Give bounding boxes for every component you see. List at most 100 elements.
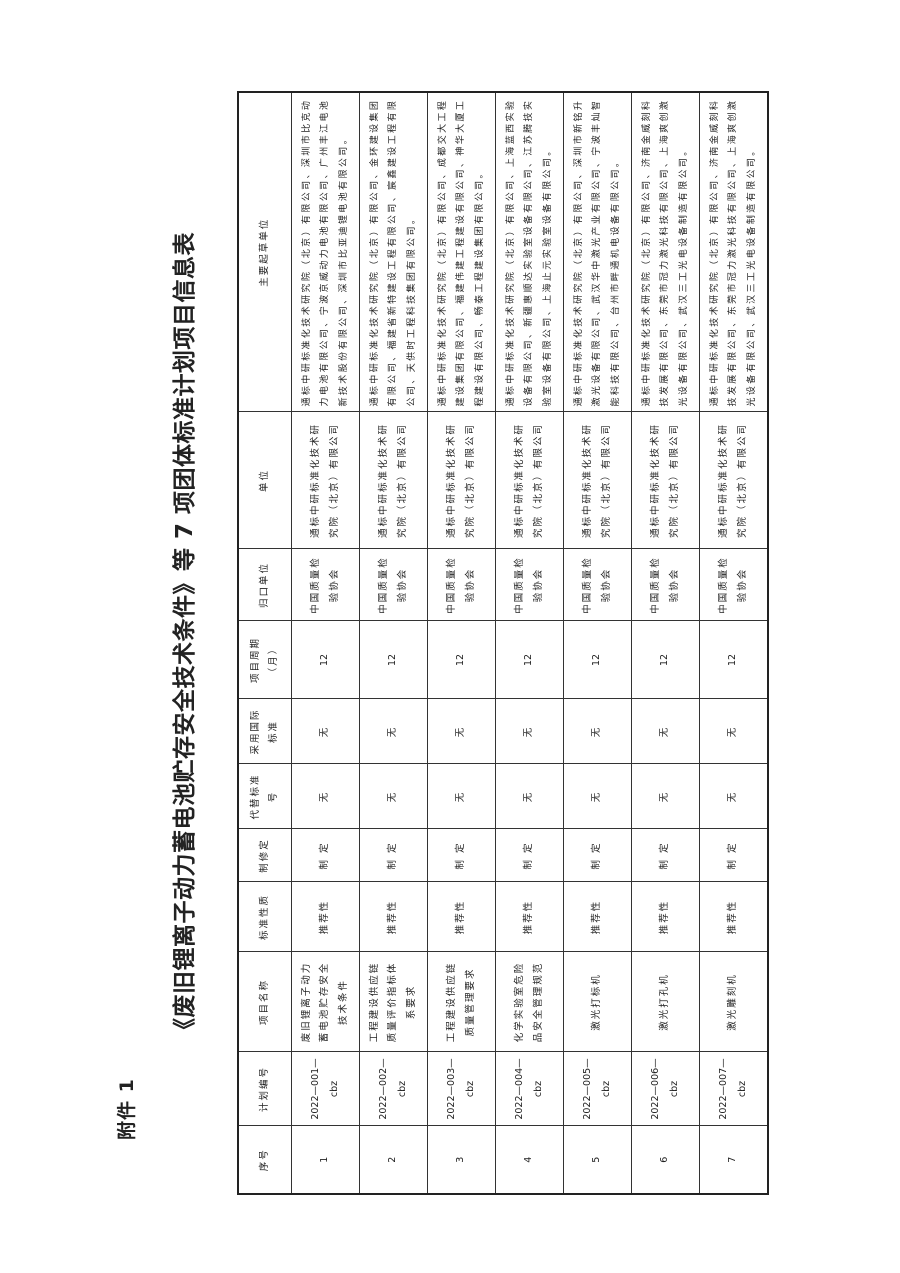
replaced-standard-cell: 无: [563, 764, 632, 829]
replaced-standard-cell: 无: [359, 764, 428, 829]
international-standard-cell: 无: [563, 699, 632, 764]
table-header-row: 序号 计划编号 项目名称 标准性质 制修定 代替标准号 采用国际标准 项目周期（月） 归口单位单…: [238, 92, 292, 1194]
unit-cell: 通标中研标准化技术研究院（北京）有限公司: [699, 412, 768, 549]
plan-code-cell: 2022—004—cbz: [495, 1052, 564, 1126]
column-header: 计划编号: [238, 1052, 292, 1126]
row-number-cell: 1: [291, 1126, 360, 1194]
row-number-cell: 2: [359, 1126, 428, 1194]
plan-code-cell: 2022—001—cbz: [291, 1052, 360, 1126]
plan-code-cell: 2022—002—cbz: [359, 1052, 428, 1126]
standard-nature-cell: 推荐性: [495, 882, 564, 952]
international-standard-cell: 无: [495, 699, 564, 764]
responsible-authority-cell: 中国质量检验协会: [427, 549, 496, 621]
international-standard-cell: 无: [631, 699, 700, 764]
main-drafters-cell: 通标中研标准化技术研究院（北京）有限公司、深圳市新铭升激光设备有限公司、武汉华中…: [563, 92, 632, 412]
project-name-cell: 化学实验室危险品安全管理规范: [495, 952, 564, 1052]
replaced-standard-cell: 无: [699, 764, 768, 829]
main-drafters-cell: 通标中研标准化技术研究院（北京）有限公司、成都交大工程建设集团有限公司、福建伟建…: [427, 92, 496, 412]
column-header: 归口单位: [238, 549, 292, 621]
unit-cell: 通标中研标准化技术研究院（北京）有限公司: [359, 412, 428, 549]
main-drafters-cell: 通标中研标准化技术研究院（北京）有限公司、济南金威刻科技发展有限公司、东莞市冠力…: [631, 92, 700, 412]
international-standard-cell: 无: [699, 699, 768, 764]
column-header: 项目周期（月）: [238, 621, 292, 699]
main-drafters-cell: 通标中研标准化技术研究院（北京）有限公司、上海蓝西实验设备有限公司、新疆惠顺达实…: [495, 92, 564, 412]
unit-cell: 通标中研标准化技术研究院（北京）有限公司: [631, 412, 700, 549]
responsible-authority-cell: 中国质量检验协会: [699, 549, 768, 621]
unit-cell: 通标中研标准化技术研究院（北京）有限公司: [427, 412, 496, 549]
plan-code-cell: 2022—005—cbz: [563, 1052, 632, 1126]
main-drafters-cell: 通标中研标准化技术研究院（北京）有限公司、深圳市比克动力电池有限公司、宁波京威动…: [291, 92, 360, 412]
standard-nature-cell: 推荐性: [699, 882, 768, 952]
row-number-cell: 4: [495, 1126, 564, 1194]
row-number-cell: 3: [427, 1126, 496, 1194]
plan-code-cell: 2022—003—cbz: [427, 1052, 496, 1126]
international-standard-cell: 无: [427, 699, 496, 764]
unit-cell: 通标中研标准化技术研究院（北京）有限公司: [495, 412, 564, 549]
standard-nature-cell: 推荐性: [359, 882, 428, 952]
table-row: 6 2022—006—cbz 激光打孔机 推荐性制 定无无 12 中国质量检验协会 通标中研…: [631, 92, 700, 1194]
replaced-standard-cell: 无: [631, 764, 700, 829]
revision-type-cell: 制 定: [563, 829, 632, 882]
column-header: 制修定: [238, 829, 292, 882]
project-period-cell: 12: [563, 621, 632, 699]
project-name-cell: 工程建设供应链质量管理要求: [427, 952, 496, 1052]
project-name-cell: 工程建设供应链质量评价指标体系要求: [359, 952, 428, 1052]
revision-type-cell: 制 定: [631, 829, 700, 882]
standard-nature-cell: 推荐性: [427, 882, 496, 952]
row-number-cell: 5: [563, 1126, 632, 1194]
main-drafters-cell: 通标中研标准化技术研究院（北京）有限公司、济南金威刻科技发展有限公司、东莞市冠力…: [699, 92, 768, 412]
responsible-authority-cell: 中国质量检验协会: [631, 549, 700, 621]
unit-cell: 通标中研标准化技术研究院（北京）有限公司: [563, 412, 632, 549]
international-standard-cell: 无: [291, 699, 360, 764]
column-header: 代替标准号: [238, 764, 292, 829]
column-header: 项目名称: [238, 952, 292, 1052]
column-header: 单位: [238, 412, 292, 549]
document-title: 《废旧锂离子动力蓄电池贮存安全技术条件》等 7 项团体标准计划项目信息表: [172, 231, 198, 1042]
attachment-label: 附件 1: [116, 1078, 138, 1140]
unit-cell: 通标中研标准化技术研究院（北京）有限公司: [291, 412, 360, 549]
project-name-cell: 激光打孔机: [631, 952, 700, 1052]
standard-nature-cell: 推荐性: [631, 882, 700, 952]
project-name-cell: 激光打标机: [563, 952, 632, 1052]
table-row: 7 2022—007—cbz 激光雕刻机 推荐性制 定无无 12 中国质量检验协会 通标中研…: [699, 92, 768, 1194]
project-name-cell: 激光雕刻机: [699, 952, 768, 1052]
project-period-cell: 12: [291, 621, 360, 699]
column-header: 采用国际标准: [238, 699, 292, 764]
revision-type-cell: 制 定: [427, 829, 496, 882]
replaced-standard-cell: 无: [427, 764, 496, 829]
responsible-authority-cell: 中国质量检验协会: [495, 549, 564, 621]
row-number-cell: 6: [631, 1126, 700, 1194]
responsible-authority-cell: 中国质量检验协会: [563, 549, 632, 621]
revision-type-cell: 制 定: [359, 829, 428, 882]
project-period-cell: 12: [359, 621, 428, 699]
project-period-cell: 12: [631, 621, 700, 699]
main-drafters-cell: 通标中研标准化技术研究院（北京）有限公司、金环建设集团有限公司、福建省新特建设工…: [359, 92, 428, 412]
standard-nature-cell: 推荐性: [291, 882, 360, 952]
replaced-standard-cell: 无: [291, 764, 360, 829]
revision-type-cell: 制 定: [495, 829, 564, 882]
project-period-cell: 12: [699, 621, 768, 699]
plan-code-cell: 2022—007—cbz: [699, 1052, 768, 1126]
standard-nature-cell: 推荐性: [563, 882, 632, 952]
revision-type-cell: 制 定: [291, 829, 360, 882]
project-name-cell: 废旧锂离子动力蓄电池贮存安全技术条件: [291, 952, 360, 1052]
table-row: 2 2022—002—cbz 工程建设供应链质量评价指标体系要求 推荐性制 定无无 12…: [359, 92, 428, 1194]
project-period-cell: 12: [427, 621, 496, 699]
project-period-cell: 12: [495, 621, 564, 699]
row-number-cell: 7: [699, 1126, 768, 1194]
responsible-authority-cell: 中国质量检验协会: [359, 549, 428, 621]
table-row: 5 2022—005—cbz 激光打标机 推荐性制 定无无 12 中国质量检验协会 通标中研…: [563, 92, 632, 1194]
project-info-table: 序号 计划编号 项目名称 标准性质 制修定 代替标准号 采用国际标准 项目周期（月） 归口单位单…: [237, 91, 769, 1195]
column-header: 序号: [238, 1126, 292, 1194]
replaced-standard-cell: 无: [495, 764, 564, 829]
column-header: 标准性质: [238, 882, 292, 952]
revision-type-cell: 制 定: [699, 829, 768, 882]
plan-code-cell: 2022—006—cbz: [631, 1052, 700, 1126]
table-row: 3 2022—003—cbz 工程建设供应链质量管理要求 推荐性制 定无无 12 中国质量…: [427, 92, 496, 1194]
column-header: 主要起草单位: [238, 92, 292, 412]
international-standard-cell: 无: [359, 699, 428, 764]
table-row: 4 2022—004—cbz 化学实验室危险品安全管理规范 推荐性制 定无无 12 中国质…: [495, 92, 564, 1194]
responsible-authority-cell: 中国质量检验协会: [291, 549, 360, 621]
